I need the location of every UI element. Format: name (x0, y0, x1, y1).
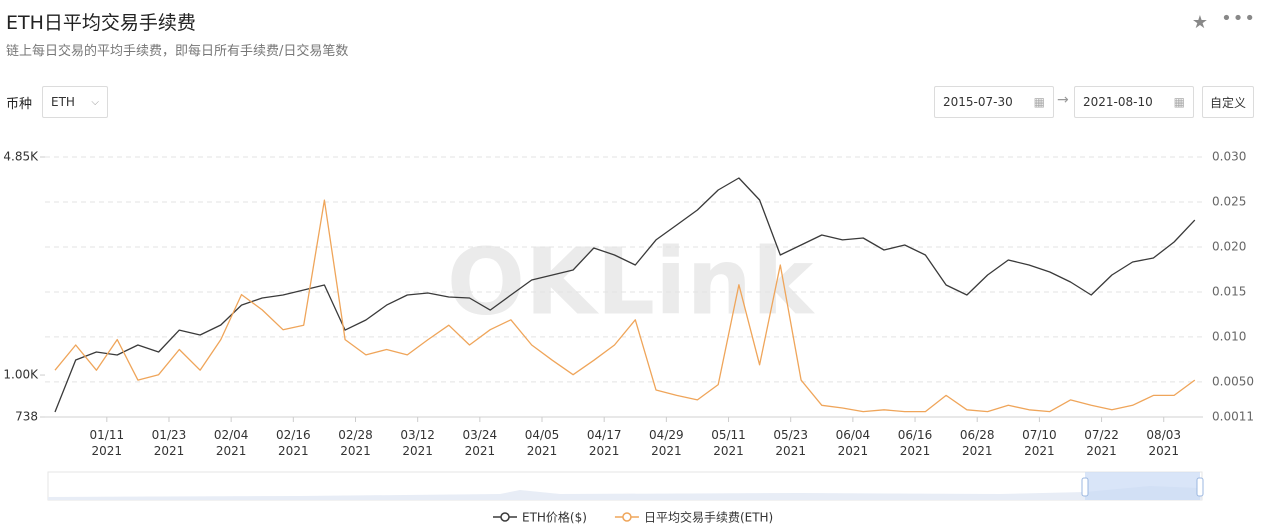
y2-tick-label: 0.020 (1212, 239, 1246, 253)
x-tick-label: 03/12 2021 (400, 428, 435, 458)
start-date[interactable]: 2015-07-30 ▦ (934, 86, 1054, 118)
calendar-icon: ▦ (1033, 95, 1045, 109)
start-date-value: 2015-07-30 (943, 95, 1013, 109)
y-tick-label: 1.00K (3, 368, 39, 382)
more-icon[interactable]: ••• (1221, 8, 1256, 29)
y2-tick-label: 0.015 (1212, 284, 1246, 298)
x-tick-label: 01/11 2021 (90, 428, 125, 458)
zoom-handle[interactable] (1081, 477, 1089, 497)
legend-marker (622, 512, 632, 522)
page-title: ETH日平均交易手续费 (6, 12, 196, 34)
x-tick-label: 05/11 2021 (711, 428, 746, 458)
series-line (54, 199, 1196, 413)
x-tick-label: 01/23 2021 (152, 428, 187, 458)
zoom-window[interactable] (1085, 472, 1200, 500)
legend-label: ETH价格($) (522, 510, 587, 525)
x-tick-label: 08/03 2021 (1146, 428, 1181, 458)
page-subtitle: 链上每日交易的平均手续费，即每日所有手续费/日交易笔数 (6, 44, 349, 59)
y-tick-label: 4.85K (3, 150, 39, 164)
x-tick-label: 05/23 2021 (773, 428, 808, 458)
watermark: OKLink (447, 228, 815, 335)
y2-tick-label: 0.030 (1212, 150, 1246, 164)
dropdown-arrow: ⌵ (91, 96, 99, 108)
star-icon[interactable]: ★ (1191, 12, 1208, 33)
y2-tick-label: 0.0011 (1212, 410, 1254, 424)
y2-tick-label: 0.0050 (1212, 374, 1254, 388)
arrow-icon: → (1057, 92, 1069, 108)
x-tick-label: 03/24 2021 (463, 428, 498, 458)
y-tick-label: 738 (15, 410, 38, 424)
legend-marker (500, 512, 510, 522)
calendar-icon: ▦ (1173, 95, 1185, 109)
currency-value: ETH (51, 95, 75, 109)
x-tick-label: 04/05 2021 (525, 428, 560, 458)
x-tick-label: 06/04 2021 (836, 428, 871, 458)
series-line (54, 177, 1196, 413)
x-tick-label: 07/22 2021 (1084, 428, 1119, 458)
x-tick-label: 06/28 2021 (960, 428, 995, 458)
x-tick-label: 07/10 2021 (1022, 428, 1057, 458)
y2-tick-label: 0.025 (1212, 194, 1246, 208)
x-tick-label: 04/17 2021 (587, 428, 622, 458)
zoom-preview (48, 486, 1202, 500)
zoom-handle[interactable] (1196, 477, 1204, 497)
legend-label: 日平均交易手续费(ETH) (644, 510, 773, 525)
currency-select[interactable]: ETH ⌵ (42, 86, 108, 118)
currency-label: 币种 (6, 97, 33, 112)
custom-button[interactable]: 自定义 (1202, 86, 1254, 118)
x-tick-label: 06/16 2021 (898, 428, 933, 458)
x-tick-label: 02/16 2021 (276, 428, 311, 458)
x-tick-label: 04/29 2021 (649, 428, 684, 458)
x-tick-label: 02/28 2021 (338, 428, 373, 458)
x-tick-label: 02/04 2021 (214, 428, 249, 458)
end-date-value: 2021-08-10 (1083, 95, 1153, 109)
end-date[interactable]: 2021-08-10 ▦ (1074, 86, 1194, 118)
y2-tick-label: 0.010 (1212, 329, 1246, 343)
